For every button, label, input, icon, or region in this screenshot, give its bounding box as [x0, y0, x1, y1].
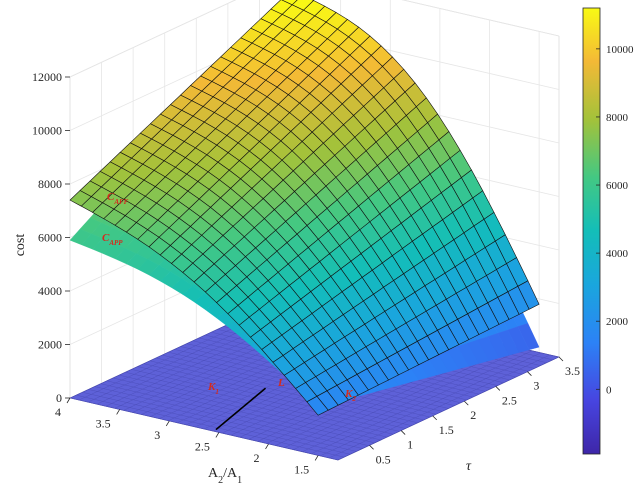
y-tick-mark: [432, 415, 437, 421]
z-tick-label: 12000: [32, 70, 62, 84]
floor-boundary-curve: [215, 387, 267, 431]
z-grid-line: [69, 0, 560, 78]
colorbar-tick-label: 8000: [606, 112, 629, 124]
x-tick-label: 1.5: [294, 462, 309, 476]
x-tick-label: 3: [154, 428, 160, 442]
y-tick-mark: [495, 386, 501, 391]
floor-mesh-line: [76, 394, 345, 458]
floor-mesh-line: [119, 374, 388, 438]
floor-mesh-line: [112, 377, 382, 441]
z-tick-label: 10000: [32, 124, 62, 138]
floor-mesh-line: [106, 380, 375, 444]
floor-mesh-line: [82, 392, 351, 455]
z-axis-ticks: 0 2000 4000 6000 8000 10000 12000: [32, 70, 70, 405]
x-tick-label: 2: [254, 451, 260, 465]
y-tick-label: 2: [470, 408, 476, 422]
y-axis-ticks: 0.5 1 1.5 2 2.5 3 3.5: [369, 356, 580, 466]
z-tick-label: 0: [56, 391, 62, 405]
colorbar-tick-label: 10000: [606, 44, 634, 56]
label-k1: K1: [207, 381, 219, 396]
x-tick-mark: [314, 455, 319, 461]
z-tick-label: 2000: [38, 338, 62, 352]
z-axis-label: cost: [13, 234, 28, 257]
x-tick-mark: [116, 409, 120, 415]
x-tick-label: 3.5: [96, 416, 111, 430]
floor-mesh-line: [125, 372, 394, 435]
floor-mesh-line: [137, 366, 406, 429]
x-tick-mark: [165, 420, 170, 427]
colorbar-tick-label: 0: [606, 384, 612, 396]
x-tick-mark: [265, 443, 269, 450]
z-tick-label: 8000: [38, 177, 62, 191]
y-tick-mark: [464, 400, 469, 406]
floor-mesh-line: [143, 363, 412, 426]
region-labels: CAFF CAPP K1 L K2: [102, 191, 356, 403]
x-axis-ticks: 4 3.5 3 2.5 2 1.5: [55, 397, 319, 476]
x-axis-label: A2/A1: [208, 466, 242, 486]
floor-mesh-line: [155, 357, 424, 421]
x-tick-mark: [66, 397, 71, 404]
label-k2: K2: [344, 388, 356, 403]
z-tick-label: 6000: [38, 231, 62, 245]
surface-upper: [69, 0, 540, 416]
y-axis-label: τ: [466, 459, 472, 474]
y-tick-mark: [369, 445, 374, 450]
label-c-app: CAPP: [102, 232, 123, 247]
y-tick-label: 2.5: [502, 393, 517, 407]
floor-mesh-line: [69, 397, 339, 461]
y-tick-label: 3: [533, 379, 539, 393]
floor-mesh-line: [149, 360, 418, 424]
y-tick-label: 0.5: [376, 452, 391, 466]
colorbar-tick-label: 2000: [606, 316, 629, 328]
colorbar: [582, 7, 601, 455]
y-tick-mark: [400, 430, 406, 435]
x-tick-label: 4: [55, 405, 61, 419]
z-tick-label: 4000: [38, 284, 62, 298]
label-c-aff: CAFF: [107, 191, 129, 206]
x-tick-label: 2.5: [195, 439, 210, 453]
upper-surface-patch: [306, 395, 329, 416]
y-tick-mark: [527, 371, 532, 376]
y-tick-mark: [558, 356, 564, 362]
y-tick-label: 1.5: [439, 423, 454, 437]
label-l: L: [277, 377, 285, 389]
colorbar-tick-label: 4000: [606, 248, 629, 260]
y-tick-label: 1: [407, 438, 413, 452]
colorbar-tick-label: 6000: [606, 180, 629, 192]
floor-mesh-line: [94, 386, 363, 449]
floor-mesh-line: [88, 389, 357, 452]
y-tick-label: 3.5: [565, 364, 580, 378]
x-tick-mark: [215, 432, 220, 438]
floor-mesh-line: [131, 369, 400, 432]
colorbar-ticks: 0 2000 4000 6000 8000 10000: [596, 44, 634, 396]
